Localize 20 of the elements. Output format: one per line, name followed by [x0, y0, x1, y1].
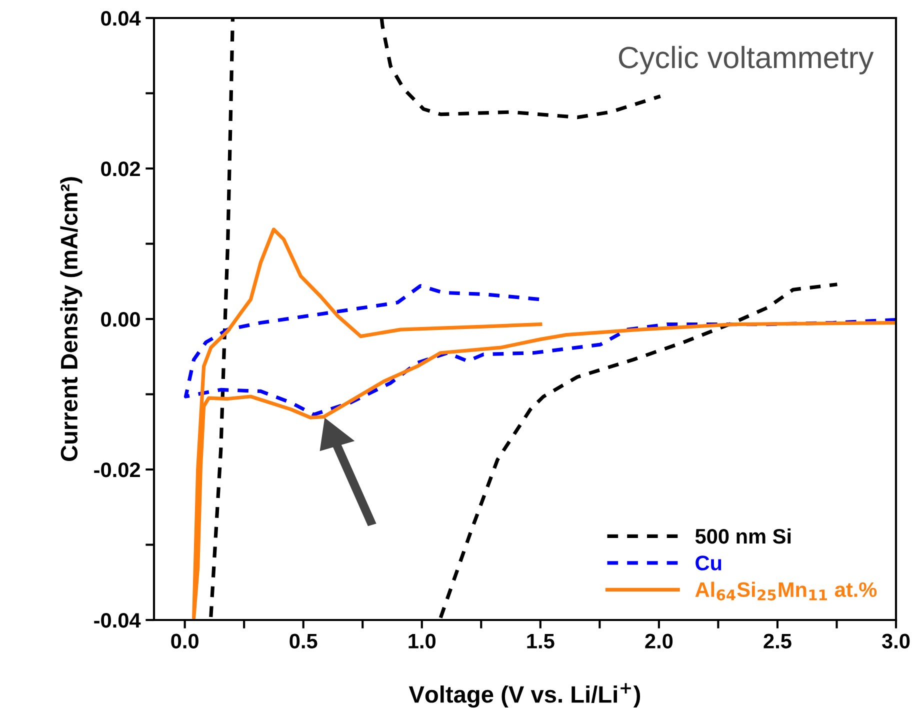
- y-axis-title: Current Density (mA/cm²): [60, 177, 82, 462]
- y-tick-label: -0.02: [94, 462, 140, 478]
- legend-label: Al$_{64}$Si$_{25}$Mn$_{11}$ at.%: [695, 582, 877, 600]
- line-series: [192, 228, 896, 620]
- x-tick-label: 3.0: [882, 634, 910, 649]
- x-tick-label: 2.0: [645, 634, 673, 648]
- legend-label: 500 nm Si: [695, 528, 791, 544]
- x-tick-label: 0.0: [171, 634, 198, 648]
- x-tick-label: 1.5: [527, 634, 554, 648]
- y-tick-label: 0.00: [101, 312, 140, 327]
- x-tick-label: 2.5: [764, 634, 792, 648]
- x-axis-title: Voltage (V vs. Li/Li$^{+}$): [408, 683, 640, 708]
- legend-label: Cu: [696, 556, 722, 570]
- text: Cyclic voltammetry: [618, 46, 874, 74]
- y-tick-label: 0.02: [101, 162, 140, 176]
- x-tick-label: 0.5: [290, 634, 318, 648]
- y-tick-label: -0.04: [94, 613, 141, 628]
- line-series: [184, 284, 896, 416]
- y-tick-label: 0.04: [101, 11, 141, 26]
- x-tick-label: 1.0: [408, 634, 436, 648]
